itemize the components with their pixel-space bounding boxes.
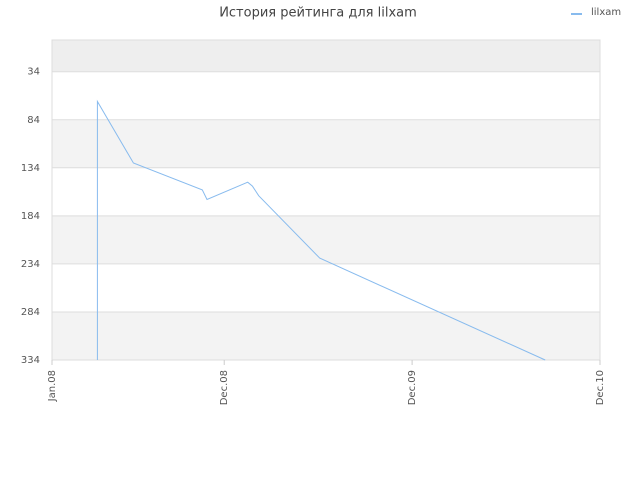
chart-title: История рейтинга для lilxam bbox=[219, 6, 417, 21]
y-tick-label: 334 bbox=[21, 355, 40, 366]
band bbox=[52, 40, 600, 72]
x-tick-label: Dec.10 bbox=[595, 370, 606, 405]
band bbox=[52, 215, 600, 264]
y-tick-label: 234 bbox=[21, 259, 40, 270]
legend-label: lilxam bbox=[591, 7, 621, 18]
x-tick-label: Dec.09 bbox=[407, 370, 418, 405]
y-tick-label: 284 bbox=[21, 307, 40, 318]
line bbox=[96, 99, 546, 361]
y-tick-label: 34 bbox=[27, 67, 40, 78]
y-tick-label: 134 bbox=[21, 163, 40, 174]
x-tick-label: Jan.08 bbox=[47, 370, 58, 402]
y-tick-label: 184 bbox=[21, 211, 40, 222]
x-tick-label: Dec.08 bbox=[219, 370, 230, 405]
y-tick-label: 84 bbox=[27, 115, 40, 126]
band bbox=[52, 119, 600, 168]
band bbox=[52, 311, 600, 360]
